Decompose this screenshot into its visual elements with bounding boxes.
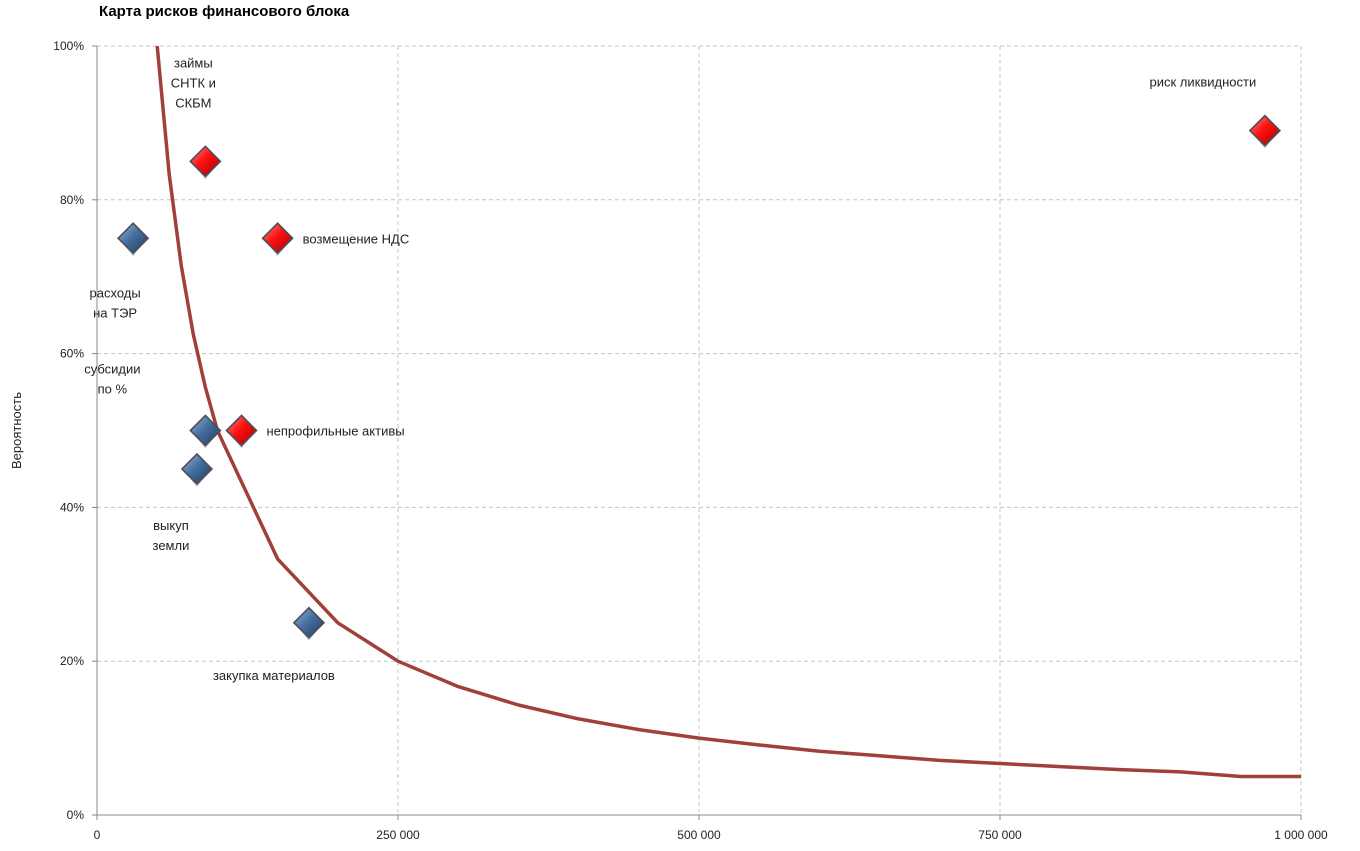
point-label: земли bbox=[153, 538, 190, 553]
y-tick-label: 60% bbox=[60, 347, 84, 361]
data-point-marker bbox=[116, 222, 150, 255]
point-label: по % bbox=[98, 382, 128, 397]
x-tick-label: 500 000 bbox=[677, 828, 721, 842]
point-label: выкуп bbox=[153, 518, 189, 533]
point-label: займы bbox=[174, 55, 213, 70]
point-label: риск ликвидности bbox=[1150, 75, 1257, 90]
x-tick-label: 750 000 bbox=[978, 828, 1022, 842]
point-label: непрофильные активы bbox=[266, 424, 404, 439]
data-point-marker bbox=[189, 145, 222, 178]
data-point-marker bbox=[225, 414, 258, 447]
x-tick-label: 250 000 bbox=[376, 828, 420, 842]
point-label: возмещение НДС bbox=[303, 231, 410, 246]
x-tick-label: 0 bbox=[94, 828, 101, 842]
data-point-marker bbox=[261, 222, 294, 255]
risk-curve-line bbox=[155, 45, 1301, 779]
point-label: расходы bbox=[90, 285, 141, 300]
point-label: СКБМ bbox=[175, 95, 211, 110]
y-tick-label: 40% bbox=[60, 500, 84, 514]
y-tick-label: 20% bbox=[60, 654, 84, 668]
point-label: закупка материалов bbox=[213, 668, 335, 683]
axes: 0% 20% 40% 60% 80% 100% 0 250 000 500 000 750 000… bbox=[9, 39, 1328, 842]
y-axis-title: Вероятность bbox=[9, 392, 24, 469]
y-tick-label: 80% bbox=[60, 193, 84, 207]
chart-title: Карта рисков финансового блока bbox=[99, 3, 350, 20]
y-tick-label: 100% bbox=[53, 39, 84, 53]
y-tick-label: 0% bbox=[67, 808, 85, 822]
point-label: на ТЭР bbox=[93, 305, 137, 320]
point-label: субсидии bbox=[84, 362, 140, 377]
point-labels: займы СНТК и СКБМ возмещение НДС расходы на Т… bbox=[84, 55, 1256, 682]
point-label: СНТК и bbox=[171, 75, 216, 90]
data-point-marker bbox=[292, 606, 326, 639]
data-points bbox=[116, 114, 1282, 641]
risk-curve bbox=[155, 45, 1301, 779]
data-point-marker bbox=[189, 414, 222, 447]
data-point-marker bbox=[1248, 114, 1282, 147]
grid bbox=[97, 45, 1302, 815]
data-point-marker bbox=[180, 452, 214, 486]
x-tick-label: 1 000 000 bbox=[1274, 828, 1328, 842]
